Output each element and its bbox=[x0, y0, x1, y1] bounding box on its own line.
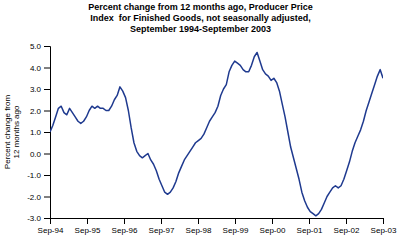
x-tick: Sep-00 bbox=[260, 218, 286, 235]
y-tick-label: 0.0 bbox=[30, 150, 42, 159]
y-tick: 3.0 bbox=[30, 85, 50, 94]
line bbox=[50, 52, 383, 215]
x-tick-label: Sep-03 bbox=[371, 226, 397, 235]
y-tick: 1.0 bbox=[30, 128, 50, 137]
x-tick-label: Sep-99 bbox=[223, 226, 249, 235]
y-tick: -3.0 bbox=[27, 214, 50, 223]
x-tick: Sep-96 bbox=[112, 218, 138, 235]
y-tick-mark bbox=[44, 68, 50, 69]
x-tick-label: Sep-96 bbox=[112, 226, 138, 235]
title-line: Index for Finished Goods, not seasonally… bbox=[90, 13, 311, 23]
x-tick: Sep-01 bbox=[297, 218, 323, 235]
x-tick: Sep-94 bbox=[38, 218, 64, 235]
x-tick: Sep-98 bbox=[186, 218, 212, 235]
x-tick-mark bbox=[87, 218, 88, 224]
x-tick-label: Sep-94 bbox=[38, 226, 64, 235]
x-axis: Sep-94 Sep-95 Sep-96 Sep-97 Sep-98 Sep-99 Sep-… bbox=[38, 218, 397, 235]
y-tick-label: 3.0 bbox=[30, 85, 42, 94]
y-axis-title-line: Percent change from bbox=[3, 95, 12, 170]
y-tick-mark bbox=[44, 132, 50, 133]
x-tick-mark bbox=[272, 218, 273, 224]
x-tick-label: Sep-01 bbox=[297, 226, 323, 235]
y-tick-mark bbox=[44, 89, 50, 90]
chart: Percent change from 12 months ago, Produ… bbox=[0, 0, 401, 238]
x-tick-label: Sep-98 bbox=[186, 226, 212, 235]
y-tick: 2.0 bbox=[30, 107, 50, 116]
x-tick: Sep-95 bbox=[75, 218, 101, 235]
y-tick-label: 5.0 bbox=[30, 42, 42, 51]
y-tick-mark bbox=[44, 111, 50, 112]
y-tick: 5.0 bbox=[30, 42, 50, 51]
y-tick-label: 1.0 bbox=[30, 128, 42, 137]
y-tick-label: 2.0 bbox=[30, 107, 42, 116]
x-tick: Sep-03 bbox=[371, 218, 397, 235]
y-axis-title: Percent change from12 months ago bbox=[3, 95, 21, 170]
y-axis-title-line: 12 months ago bbox=[12, 105, 21, 158]
y-tick-mark bbox=[44, 218, 50, 219]
x-tick-label: Sep-02 bbox=[334, 226, 360, 235]
title: Percent change from 12 months ago, Produ… bbox=[88, 2, 313, 34]
x-tick-label: Sep-97 bbox=[149, 226, 175, 235]
x-tick-mark bbox=[161, 218, 162, 224]
y-tick-label: -2.0 bbox=[27, 193, 41, 202]
y-tick-label: 4.0 bbox=[30, 64, 42, 73]
x-tick: Sep-99 bbox=[223, 218, 249, 235]
y-tick-mark bbox=[44, 175, 50, 176]
y-axis: -3.0 -2.0 -1.0 0.0 1.0 2.0 3.0 4.0 5.0 bbox=[27, 42, 50, 223]
x-tick-mark bbox=[346, 218, 347, 224]
x-tick-mark bbox=[198, 218, 199, 224]
title-line: Percent change from 12 months ago, Produ… bbox=[88, 2, 313, 12]
x-tick-mark bbox=[124, 218, 125, 224]
y-tick: -2.0 bbox=[27, 193, 50, 202]
x-tick-label: Sep-00 bbox=[260, 226, 286, 235]
y-tick-mark bbox=[44, 154, 50, 155]
x-tick-mark bbox=[309, 218, 310, 224]
x-tick-mark bbox=[235, 218, 236, 224]
y-tick: 4.0 bbox=[30, 64, 50, 73]
x-tick-label: Sep-95 bbox=[75, 226, 101, 235]
y-tick-mark bbox=[44, 46, 50, 47]
x-tick-mark bbox=[383, 218, 384, 224]
x-tick: Sep-02 bbox=[334, 218, 360, 235]
y-tick: -1.0 bbox=[27, 171, 50, 180]
y-axis-line bbox=[44, 47, 51, 219]
y-tick-label: -1.0 bbox=[27, 171, 41, 180]
y-tick-label: -3.0 bbox=[27, 214, 41, 223]
x-tick: Sep-97 bbox=[149, 218, 175, 235]
y-tick-mark bbox=[44, 197, 50, 198]
title-line: September 1994-September 2003 bbox=[130, 24, 271, 34]
x-axis-line bbox=[51, 219, 384, 225]
y-tick: 0.0 bbox=[30, 150, 50, 159]
plot-area bbox=[50, 52, 383, 215]
